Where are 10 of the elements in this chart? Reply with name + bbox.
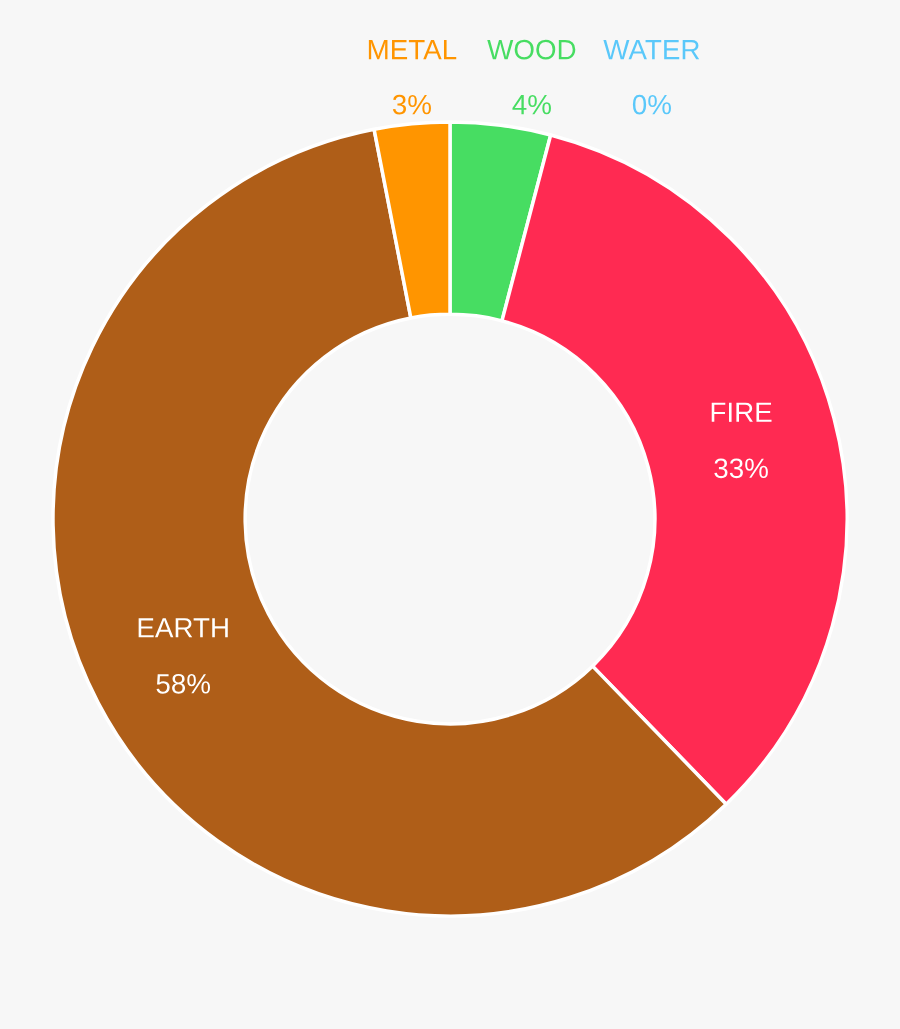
- slice-label: WOOD: [487, 39, 576, 60]
- category-label: WATER: [603, 40, 700, 60]
- data-label: 58%: [156, 673, 211, 694]
- text: 0%: [632, 94, 671, 115]
- slice-label: FIRE: [711, 402, 772, 422]
- data-label: 33%: [714, 458, 768, 479]
- slice-label: METAL: [368, 40, 457, 60]
- slice-label: EARTH: [138, 618, 228, 638]
- data-label: 4%: [512, 94, 551, 115]
- data-label: 3%: [392, 94, 431, 115]
